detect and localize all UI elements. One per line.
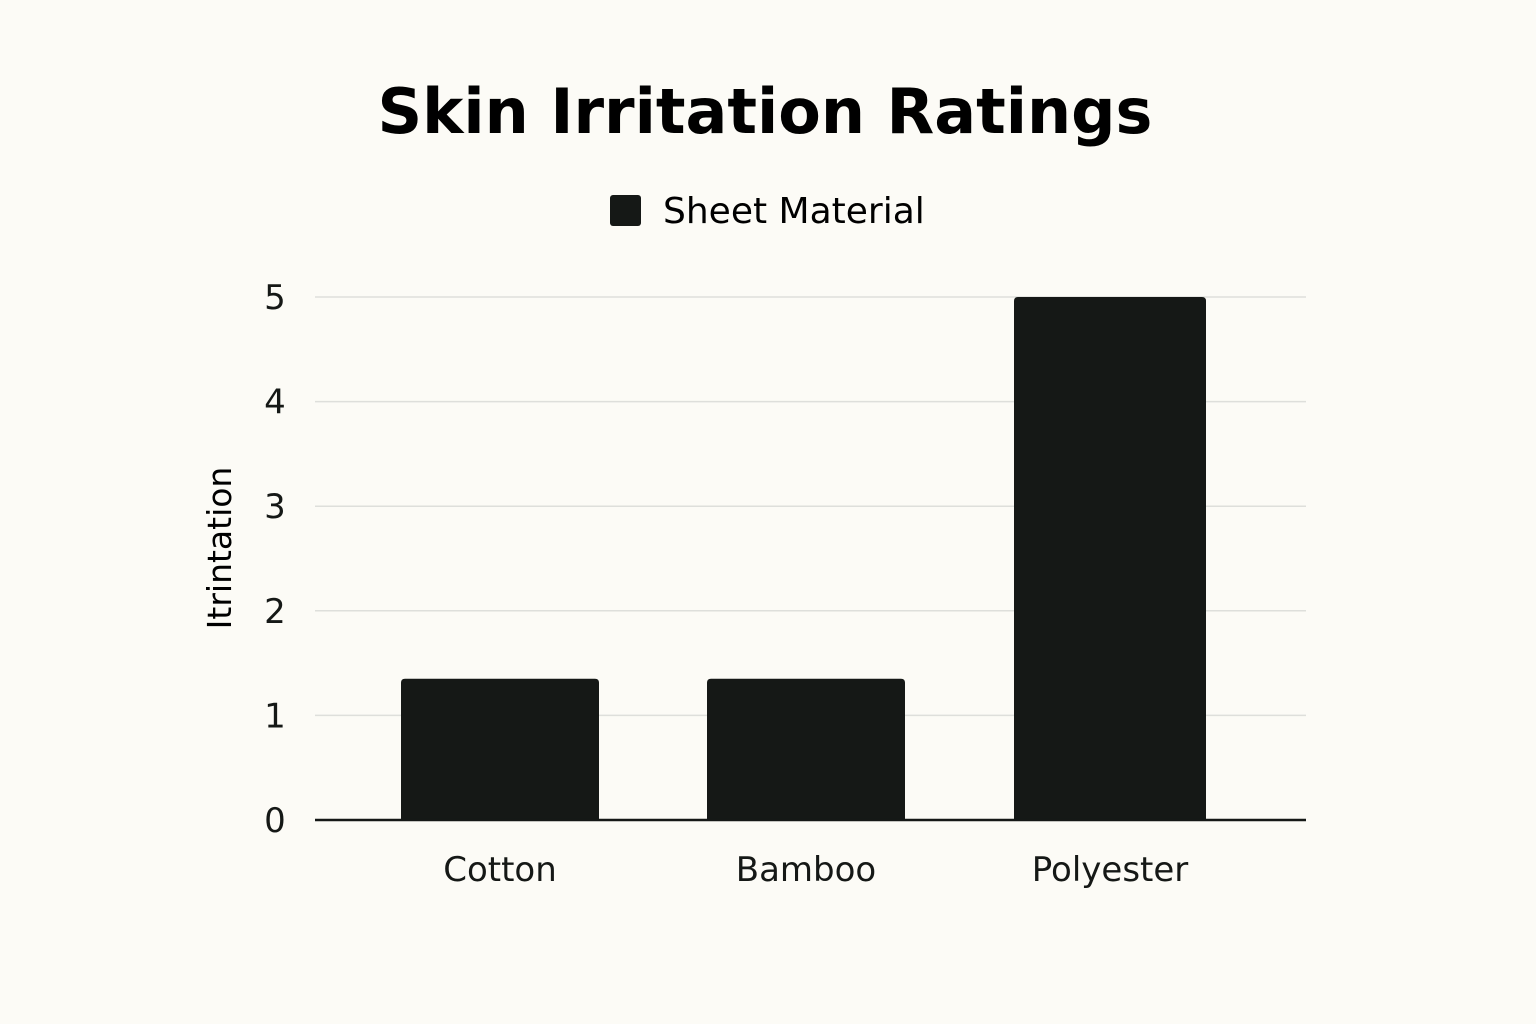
bars: [401, 297, 1206, 820]
y-tick-label: 5: [264, 278, 286, 318]
x-tick-label: Cotton: [443, 850, 557, 890]
y-tick-label: 3: [264, 487, 286, 527]
y-axis-ticks: 0 1 2 3 4 5: [264, 278, 286, 841]
legend-swatch: [610, 195, 641, 226]
legend: Sheet Material: [610, 191, 925, 232]
chart-title: Skin Irritation Ratings: [378, 75, 1153, 148]
y-tick-label: 4: [264, 383, 286, 423]
bar-cotton: [401, 678, 599, 820]
x-axis-ticks: Cotton Bamboo Polyester: [443, 850, 1188, 890]
y-axis-label: Itrintation: [200, 467, 239, 630]
bar-polyester: [1014, 297, 1206, 820]
y-tick-label: 2: [264, 592, 286, 632]
bar-bamboo: [707, 678, 905, 820]
x-tick-label: Polyester: [1032, 850, 1189, 890]
legend-label: Sheet Material: [663, 191, 925, 232]
x-tick-label: Bamboo: [736, 850, 876, 890]
y-tick-label: 0: [264, 801, 286, 841]
y-tick-label: 1: [264, 696, 286, 736]
